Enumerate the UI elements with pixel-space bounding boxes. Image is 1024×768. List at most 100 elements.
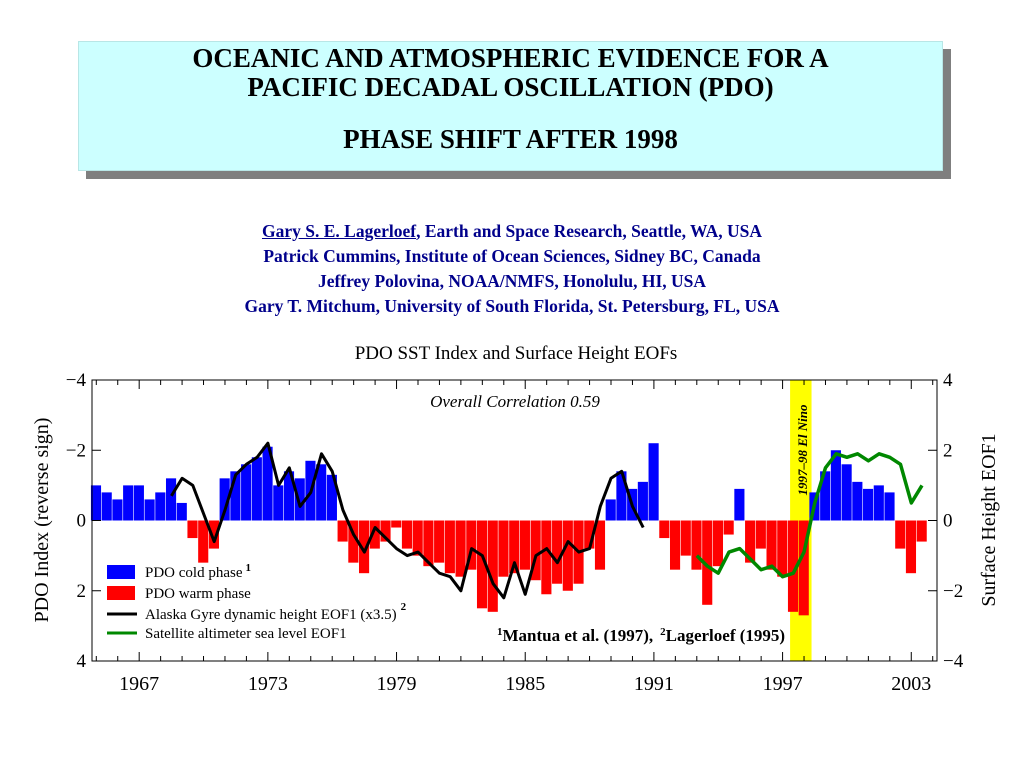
right-tick-label: 4 <box>943 370 953 391</box>
right-tick-label: −2 <box>943 581 963 602</box>
slide-title-line-2: PACIFIC DECADAL OSCILLATION (PDO) <box>247 72 774 102</box>
pdo-chart: PDO SST Index and Surface Height EOFs −4… <box>31 343 1000 695</box>
x-tick-label: 1973 <box>248 673 288 695</box>
pdo-bar <box>841 464 852 521</box>
pdo-bar <box>369 520 380 549</box>
legend-label-cold: PDO cold phase 1 <box>145 562 251 581</box>
pdo-bar <box>230 471 241 521</box>
pdo-bar <box>884 492 895 521</box>
title-box: OCEANIC AND ATMOSPHERIC EVIDENCE FOR A P… <box>78 41 943 171</box>
author-line: Patrick Cummins, Institute of Ocean Scie… <box>0 244 1024 269</box>
pdo-bar <box>648 443 659 521</box>
pdo-bar <box>251 457 262 521</box>
legend-swatch-warm <box>107 586 135 600</box>
pdo-bar <box>455 520 466 577</box>
pdo-bar <box>830 450 841 521</box>
chart-legend: PDO cold phase 1 PDO warm phase Alaska Gy… <box>107 562 407 642</box>
pdo-bar <box>273 485 284 521</box>
legend-label-gyre: Alaska Gyre dynamic height EOF1 (x3.5) 2 <box>145 601 407 623</box>
pdo-bar <box>359 520 370 574</box>
pdo-bar <box>669 520 681 570</box>
left-tick-label: 2 <box>77 581 87 602</box>
pdo-bar <box>155 492 166 521</box>
pdo-bar <box>680 520 691 556</box>
left-tick-label: 0 <box>77 511 87 532</box>
author-name: Jeffrey Polovina <box>317 271 440 291</box>
pdo-bar <box>391 520 402 528</box>
author-affiliation: , NOAA/NMFS, Honolulu, HI, USA <box>439 271 707 291</box>
pdo-bar <box>659 520 670 539</box>
pdo-bar <box>466 520 477 570</box>
pdo-bar <box>734 488 745 521</box>
right-tick-label: 2 <box>943 440 953 461</box>
x-tick-label: 2003 <box>891 673 931 695</box>
pdo-bar <box>562 520 573 591</box>
pdo-bar <box>133 485 144 521</box>
pdo-bar <box>509 520 520 574</box>
alaska-gyre-line <box>170 441 645 600</box>
pdo-bar <box>476 520 488 609</box>
pdo-bar <box>895 520 906 549</box>
pdo-bar <box>187 520 198 539</box>
pdo-bar <box>283 471 295 521</box>
slide-subtitle: PHASE SHIFT AFTER 1998 <box>343 124 678 154</box>
pdo-bar <box>219 478 230 521</box>
pdo-bar <box>584 520 595 549</box>
pdo-bar <box>702 520 713 605</box>
pdo-bar <box>852 481 863 521</box>
altimeter-line <box>695 452 924 579</box>
x-tick-label: 1997 <box>763 673 803 695</box>
pdo-bar <box>745 520 756 563</box>
pdo-bar <box>337 520 348 542</box>
pdo-bar <box>348 520 359 563</box>
pdo-bar <box>144 499 155 521</box>
pdo-bar <box>434 520 445 563</box>
pdo-bar <box>541 520 552 595</box>
pdo-bar <box>241 464 252 521</box>
x-tick-label: 1991 <box>634 673 674 695</box>
pdo-bar <box>444 520 455 574</box>
pdo-bar <box>262 446 273 521</box>
pdo-bar <box>755 520 766 549</box>
author-line: Jeffrey Polovina, NOAA/NMFS, Honolulu, H… <box>0 269 1024 294</box>
pdo-bar <box>316 464 327 521</box>
author-affiliation: , University of South Florida, St. Peter… <box>375 296 780 316</box>
pdo-bar <box>498 520 509 577</box>
pdo-bar <box>712 520 724 567</box>
pdo-bar <box>616 471 627 521</box>
author-affiliation: , Institute of Ocean Sciences, Sidney BC… <box>396 246 761 266</box>
pdo-bar <box>787 520 799 612</box>
legend-label-altimeter: Satellite altimeter sea level EOF1 <box>145 626 347 642</box>
pdo-bar <box>873 485 884 521</box>
author-name: Patrick Cummins <box>263 246 397 266</box>
pdo-bar <box>637 481 648 521</box>
author-line: Gary T. Mitchum, University of South Flo… <box>0 294 1024 319</box>
pdo-bar <box>208 520 220 549</box>
x-tick-label: 1979 <box>377 673 417 695</box>
right-axis-label: Surface Height EOF1 <box>978 433 1000 606</box>
pdo-bar <box>552 520 563 584</box>
right-tick-label: 0 <box>943 511 953 532</box>
pdo-bar <box>863 488 874 521</box>
pdo-bar <box>916 520 927 542</box>
pdo-bar <box>101 492 112 521</box>
pdo-bar <box>691 520 702 570</box>
pdo-bar <box>123 485 134 521</box>
pdo-bar <box>905 520 917 574</box>
chart-title: PDO SST Index and Surface Height EOFs <box>355 343 678 364</box>
left-tick-label: −2 <box>66 440 86 461</box>
references-note: 1Mantua et al. (1997), 2Lagerloef (1995) <box>497 626 785 645</box>
pdo-bar <box>401 520 413 549</box>
pdo-bar <box>723 520 734 535</box>
pdo-bar <box>412 520 423 556</box>
pdo-bar <box>165 478 177 521</box>
pdo-bar <box>198 520 209 563</box>
pdo-bar <box>294 478 305 521</box>
author-name-link[interactable]: Gary S. E. Lagerloef <box>261 221 417 241</box>
pdo-bar <box>487 520 498 612</box>
pdo-bar <box>176 502 187 521</box>
correlation-annotation: Overall Correlation 0.59 <box>430 392 600 411</box>
pdo-bar <box>530 520 541 581</box>
author-line: Gary S. E. Lagerloef, Earth and Space Re… <box>0 219 1024 244</box>
legend-label-warm: PDO warm phase <box>145 586 251 602</box>
